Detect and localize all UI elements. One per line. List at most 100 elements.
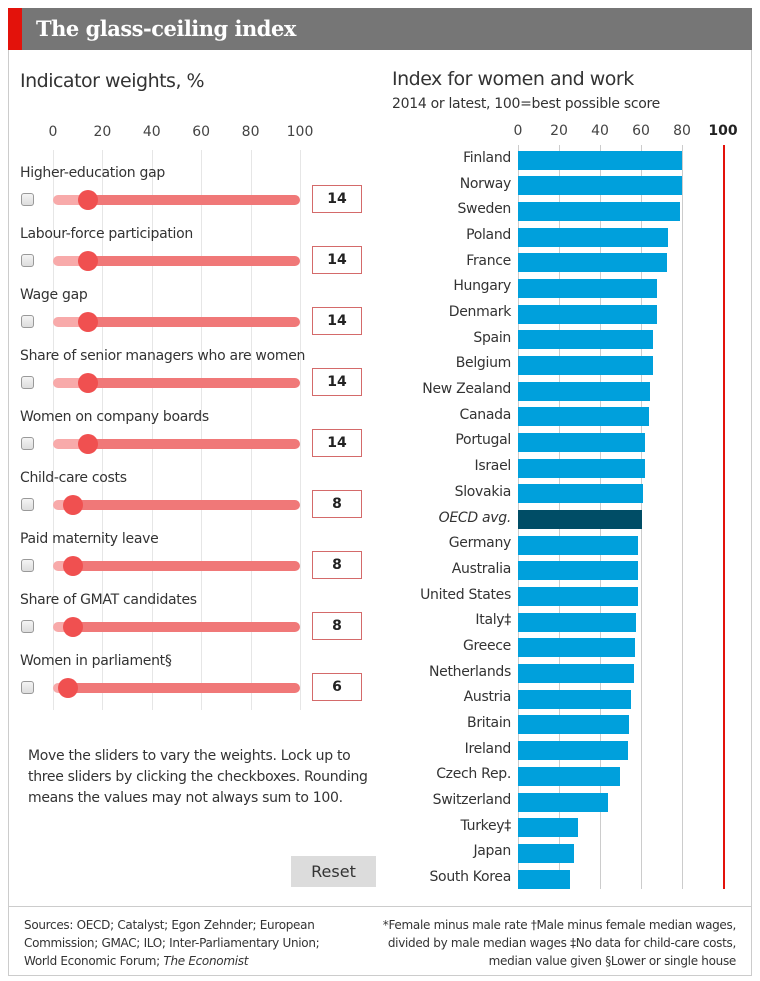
lock-checkbox[interactable] bbox=[21, 498, 34, 511]
category-label: Greece bbox=[462, 637, 511, 654]
category-label: Italy‡ bbox=[475, 612, 511, 629]
slider-thumb[interactable] bbox=[77, 190, 98, 210]
slider-thumb[interactable] bbox=[62, 617, 83, 637]
bar bbox=[518, 638, 636, 658]
weight-scale-gridline bbox=[250, 150, 252, 710]
bar bbox=[518, 664, 634, 684]
category-label: Finland bbox=[463, 150, 511, 166]
weight-value-box[interactable]: 14 bbox=[312, 307, 362, 335]
slider-thumb[interactable] bbox=[77, 434, 98, 454]
instructions-note: Move the sliders to vary the weights. Lo… bbox=[28, 748, 368, 806]
bar-oecd-avg bbox=[518, 510, 642, 530]
bar bbox=[518, 253, 667, 273]
x-axis-tick-label: 80 bbox=[673, 123, 691, 139]
category-label: Turkey‡ bbox=[460, 817, 512, 834]
category-label: Israel bbox=[474, 458, 512, 475]
reference-line bbox=[723, 145, 725, 889]
category-label: Spain bbox=[473, 329, 511, 346]
footer-sources: Sources: OECD; Catalyst; Egon Zehnder; E… bbox=[24, 916, 324, 970]
slider-track[interactable] bbox=[87, 378, 300, 388]
category-label: Denmark bbox=[448, 304, 512, 321]
slider-track-filled[interactable] bbox=[53, 378, 93, 388]
bar bbox=[518, 561, 638, 581]
slider-track[interactable] bbox=[72, 561, 300, 571]
weight-scale-gridline bbox=[102, 150, 104, 710]
slider-label: Higher-education gap bbox=[20, 165, 165, 181]
slider-track[interactable] bbox=[72, 622, 300, 632]
slider-track[interactable] bbox=[67, 683, 300, 693]
category-label: Japan bbox=[473, 843, 511, 860]
footnote-line: *Female minus male rate †Male minus fema… bbox=[382, 918, 737, 932]
bar bbox=[518, 150, 682, 170]
slider-track[interactable] bbox=[87, 195, 300, 205]
slider-track[interactable] bbox=[87, 256, 300, 266]
bar bbox=[518, 381, 651, 401]
lock-checkbox[interactable] bbox=[21, 376, 34, 389]
slider-label: Child-care costs bbox=[20, 470, 127, 486]
footnote-line: divided by male median wages ‡No data fo… bbox=[387, 936, 736, 950]
weights-title: Indicator weights, % bbox=[20, 70, 205, 92]
brand-tag bbox=[8, 8, 22, 50]
weight-scale-gridline bbox=[201, 150, 203, 710]
bar bbox=[518, 355, 653, 375]
weight-value-box[interactable]: 8 bbox=[312, 490, 362, 518]
reset-button[interactable]: Reset bbox=[291, 856, 376, 887]
weight-value-box[interactable]: 14 bbox=[312, 429, 362, 457]
slider-track-filled[interactable] bbox=[53, 439, 93, 449]
footer-notes: *Female minus male rate †Male minus fema… bbox=[382, 916, 737, 970]
weight-scale-gridline bbox=[300, 150, 301, 710]
category-label: Hungary bbox=[453, 278, 511, 295]
bar bbox=[518, 869, 570, 889]
category-label: Netherlands bbox=[428, 663, 511, 680]
lock-checkbox[interactable] bbox=[21, 681, 34, 694]
lock-checkbox[interactable] bbox=[21, 254, 34, 267]
category-label: Sweden bbox=[457, 201, 511, 218]
weight-scale-gridline bbox=[53, 150, 54, 710]
bar bbox=[518, 201, 681, 221]
bar bbox=[518, 330, 653, 350]
weight-value-box[interactable]: 8 bbox=[312, 551, 362, 579]
slider-label: Wage gap bbox=[20, 287, 88, 303]
slider-track-filled[interactable] bbox=[53, 256, 93, 266]
slider-thumb[interactable] bbox=[57, 678, 78, 698]
x-axis-tick-label: 40 bbox=[591, 123, 609, 139]
bar bbox=[518, 176, 682, 196]
lock-checkbox[interactable] bbox=[21, 559, 34, 572]
weight-value-box[interactable]: 14 bbox=[312, 246, 362, 274]
weight-value-box[interactable]: 8 bbox=[312, 612, 362, 640]
category-label: Belgium bbox=[455, 355, 512, 372]
slider-track[interactable] bbox=[72, 500, 300, 510]
slider-track-filled[interactable] bbox=[53, 195, 93, 205]
header-bar: The glass-ceiling index bbox=[8, 8, 752, 50]
slider-track-filled[interactable] bbox=[53, 317, 93, 327]
category-label: South Korea bbox=[429, 869, 511, 886]
x-axis-tick-label: 0 bbox=[513, 123, 523, 139]
category-label: Britain bbox=[467, 714, 511, 731]
lock-checkbox[interactable] bbox=[21, 193, 34, 206]
lock-checkbox[interactable] bbox=[21, 315, 34, 328]
bar bbox=[518, 843, 574, 863]
slider-track[interactable] bbox=[87, 439, 300, 449]
weight-scale-tick-label: 100 bbox=[286, 124, 314, 140]
slider-thumb[interactable] bbox=[77, 373, 98, 393]
weight-value-box[interactable]: 6 bbox=[312, 673, 362, 701]
slider-thumb[interactable] bbox=[77, 251, 98, 271]
slider-thumb[interactable] bbox=[62, 556, 83, 576]
bar bbox=[518, 458, 646, 478]
category-label: Germany bbox=[448, 535, 512, 552]
lock-checkbox[interactable] bbox=[21, 437, 34, 450]
category-label: Portugal bbox=[455, 432, 511, 449]
weight-value-box[interactable]: 14 bbox=[312, 185, 362, 213]
slider-track[interactable] bbox=[87, 317, 300, 327]
category-label: Canada bbox=[459, 406, 512, 423]
bar bbox=[518, 612, 637, 632]
weight-value-box[interactable]: 14 bbox=[312, 368, 362, 396]
slider-thumb[interactable] bbox=[62, 495, 83, 515]
slider-label: Women in parliament§ bbox=[20, 653, 172, 669]
category-label: Poland bbox=[466, 227, 511, 244]
slider-label: Labour-force participation bbox=[20, 226, 193, 242]
lock-checkbox[interactable] bbox=[21, 620, 34, 633]
slider-thumb[interactable] bbox=[77, 312, 98, 332]
page-title: The glass-ceiling index bbox=[36, 16, 296, 41]
bar bbox=[518, 227, 668, 247]
